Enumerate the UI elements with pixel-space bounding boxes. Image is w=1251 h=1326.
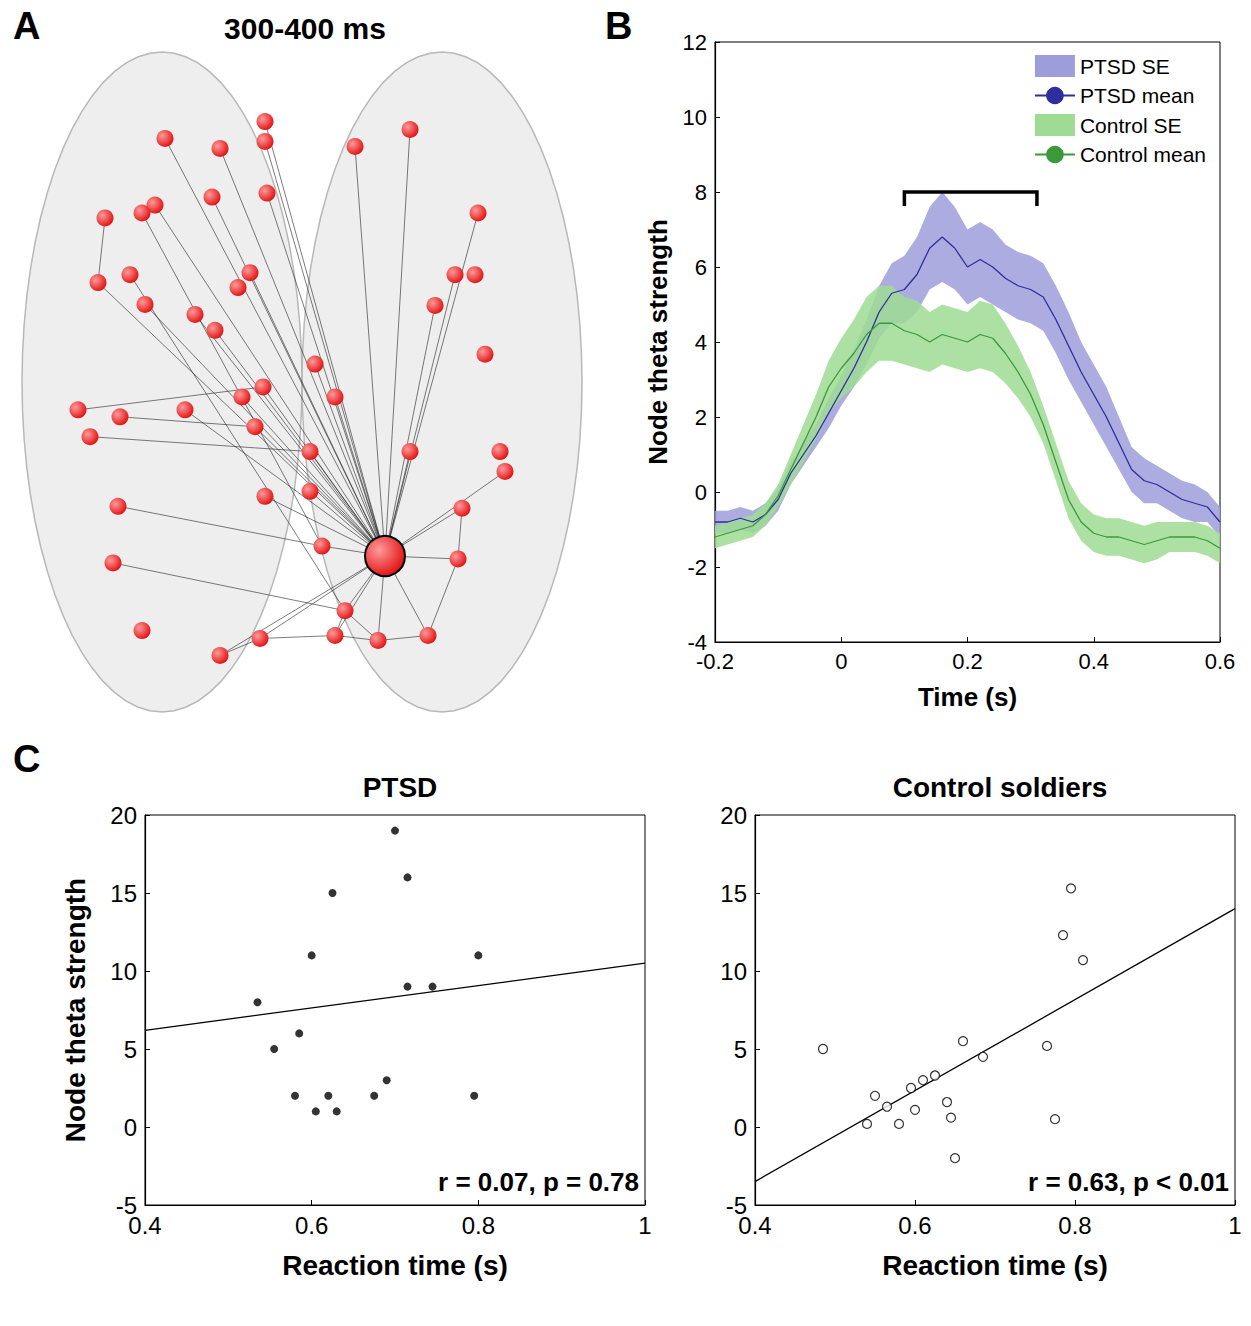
- svg-text:r = 0.63, p < 0.01: r = 0.63, p < 0.01: [1028, 1167, 1229, 1197]
- svg-text:0.8: 0.8: [462, 1212, 495, 1239]
- svg-text:10: 10: [720, 958, 747, 985]
- svg-text:0: 0: [695, 480, 707, 505]
- svg-text:20: 20: [720, 802, 747, 829]
- svg-text:Time (s): Time (s): [918, 682, 1017, 712]
- svg-text:C: C: [13, 738, 40, 780]
- svg-text:1: 1: [1228, 1212, 1241, 1239]
- svg-text:0.6: 0.6: [1205, 649, 1236, 674]
- svg-text:-4: -4: [687, 629, 707, 655]
- svg-text:0: 0: [734, 1114, 747, 1141]
- svg-text:1: 1: [638, 1212, 651, 1239]
- svg-text:PTSD mean: PTSD mean: [1080, 84, 1194, 107]
- svg-text:Control SE: Control SE: [1080, 114, 1182, 137]
- svg-text:5: 5: [124, 1036, 137, 1063]
- svg-text:-0.2: -0.2: [696, 649, 734, 674]
- svg-text:5: 5: [734, 1036, 747, 1063]
- svg-text:Node theta strength: Node theta strength: [60, 878, 91, 1142]
- svg-text:0.6: 0.6: [898, 1212, 931, 1239]
- svg-text:300-400 ms: 300-400 ms: [224, 12, 386, 45]
- svg-text:B: B: [605, 5, 632, 47]
- svg-text:0.4: 0.4: [1078, 649, 1109, 674]
- svg-text:0: 0: [835, 649, 847, 674]
- svg-text:10: 10: [110, 958, 137, 985]
- svg-text:PTSD SE: PTSD SE: [1080, 55, 1170, 78]
- svg-text:Reaction time (s): Reaction time (s): [282, 1250, 508, 1281]
- svg-text:0.4: 0.4: [738, 1212, 771, 1239]
- svg-text:0: 0: [124, 1114, 137, 1141]
- svg-text:PTSD: PTSD: [363, 772, 438, 803]
- svg-text:6: 6: [695, 255, 707, 280]
- svg-text:10: 10: [683, 105, 707, 130]
- svg-text:0.8: 0.8: [1058, 1212, 1091, 1239]
- svg-text:8: 8: [695, 180, 707, 205]
- svg-text:15: 15: [720, 880, 747, 907]
- svg-text:-2: -2: [687, 555, 707, 580]
- svg-text:A: A: [13, 5, 40, 47]
- svg-text:0.2: 0.2: [952, 649, 983, 674]
- svg-text:-5: -5: [115, 1191, 137, 1219]
- svg-text:Control mean: Control mean: [1080, 143, 1206, 166]
- svg-text:Reaction time (s): Reaction time (s): [882, 1250, 1108, 1281]
- svg-text:0.4: 0.4: [128, 1212, 161, 1239]
- svg-text:20: 20: [110, 802, 137, 829]
- svg-text:2: 2: [695, 405, 707, 430]
- svg-text:15: 15: [110, 880, 137, 907]
- svg-text:0.6: 0.6: [295, 1212, 328, 1239]
- svg-text:r = 0.07, p = 0.78: r = 0.07, p = 0.78: [438, 1167, 639, 1197]
- svg-text:-5: -5: [725, 1191, 747, 1219]
- svg-text:Control soldiers: Control soldiers: [893, 772, 1108, 803]
- svg-text:Node theta strength: Node theta strength: [643, 219, 673, 465]
- svg-text:4: 4: [695, 330, 707, 355]
- svg-text:12: 12: [683, 30, 707, 55]
